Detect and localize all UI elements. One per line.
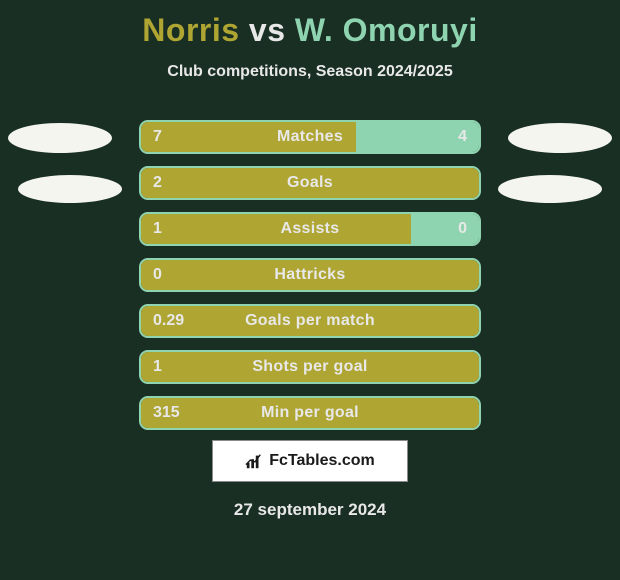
stat-label: Hattricks xyxy=(141,260,479,290)
stat-label: Min per goal xyxy=(141,398,479,428)
date-text: 27 september 2024 xyxy=(0,500,620,520)
subtitle: Club competitions, Season 2024/2025 xyxy=(0,63,620,81)
player2-name: W. Omoruyi xyxy=(295,12,478,48)
branding-text: FcTables.com xyxy=(269,452,375,470)
branding-box[interactable]: FcTables.com xyxy=(212,440,408,482)
vs-text: vs xyxy=(249,12,286,48)
player1-avatar-top xyxy=(8,123,112,153)
stat-row: 7Matches4 xyxy=(139,120,481,154)
stat-row: 2Goals xyxy=(139,166,481,200)
stat-value-player2: 0 xyxy=(458,214,467,244)
stat-row: 0.29Goals per match xyxy=(139,304,481,338)
stat-label: Goals per match xyxy=(141,306,479,336)
stat-label: Shots per goal xyxy=(141,352,479,382)
stat-row: 1Assists0 xyxy=(139,212,481,246)
stat-row: 315Min per goal xyxy=(139,396,481,430)
stats-container: 7Matches42Goals1Assists00Hattricks0.29Go… xyxy=(139,120,481,442)
stat-label: Assists xyxy=(141,214,479,244)
stat-row: 0Hattricks xyxy=(139,258,481,292)
stat-value-player2: 4 xyxy=(458,122,467,152)
player1-name: Norris xyxy=(142,12,239,48)
chart-bars-icon xyxy=(245,452,263,470)
player2-avatar-bottom xyxy=(498,175,602,203)
stat-label: Matches xyxy=(141,122,479,152)
player1-avatar-bottom xyxy=(18,175,122,203)
stat-label: Goals xyxy=(141,168,479,198)
player2-avatar-top xyxy=(508,123,612,153)
stat-row: 1Shots per goal xyxy=(139,350,481,384)
comparison-title: Norris vs W. Omoruyi xyxy=(0,0,620,49)
